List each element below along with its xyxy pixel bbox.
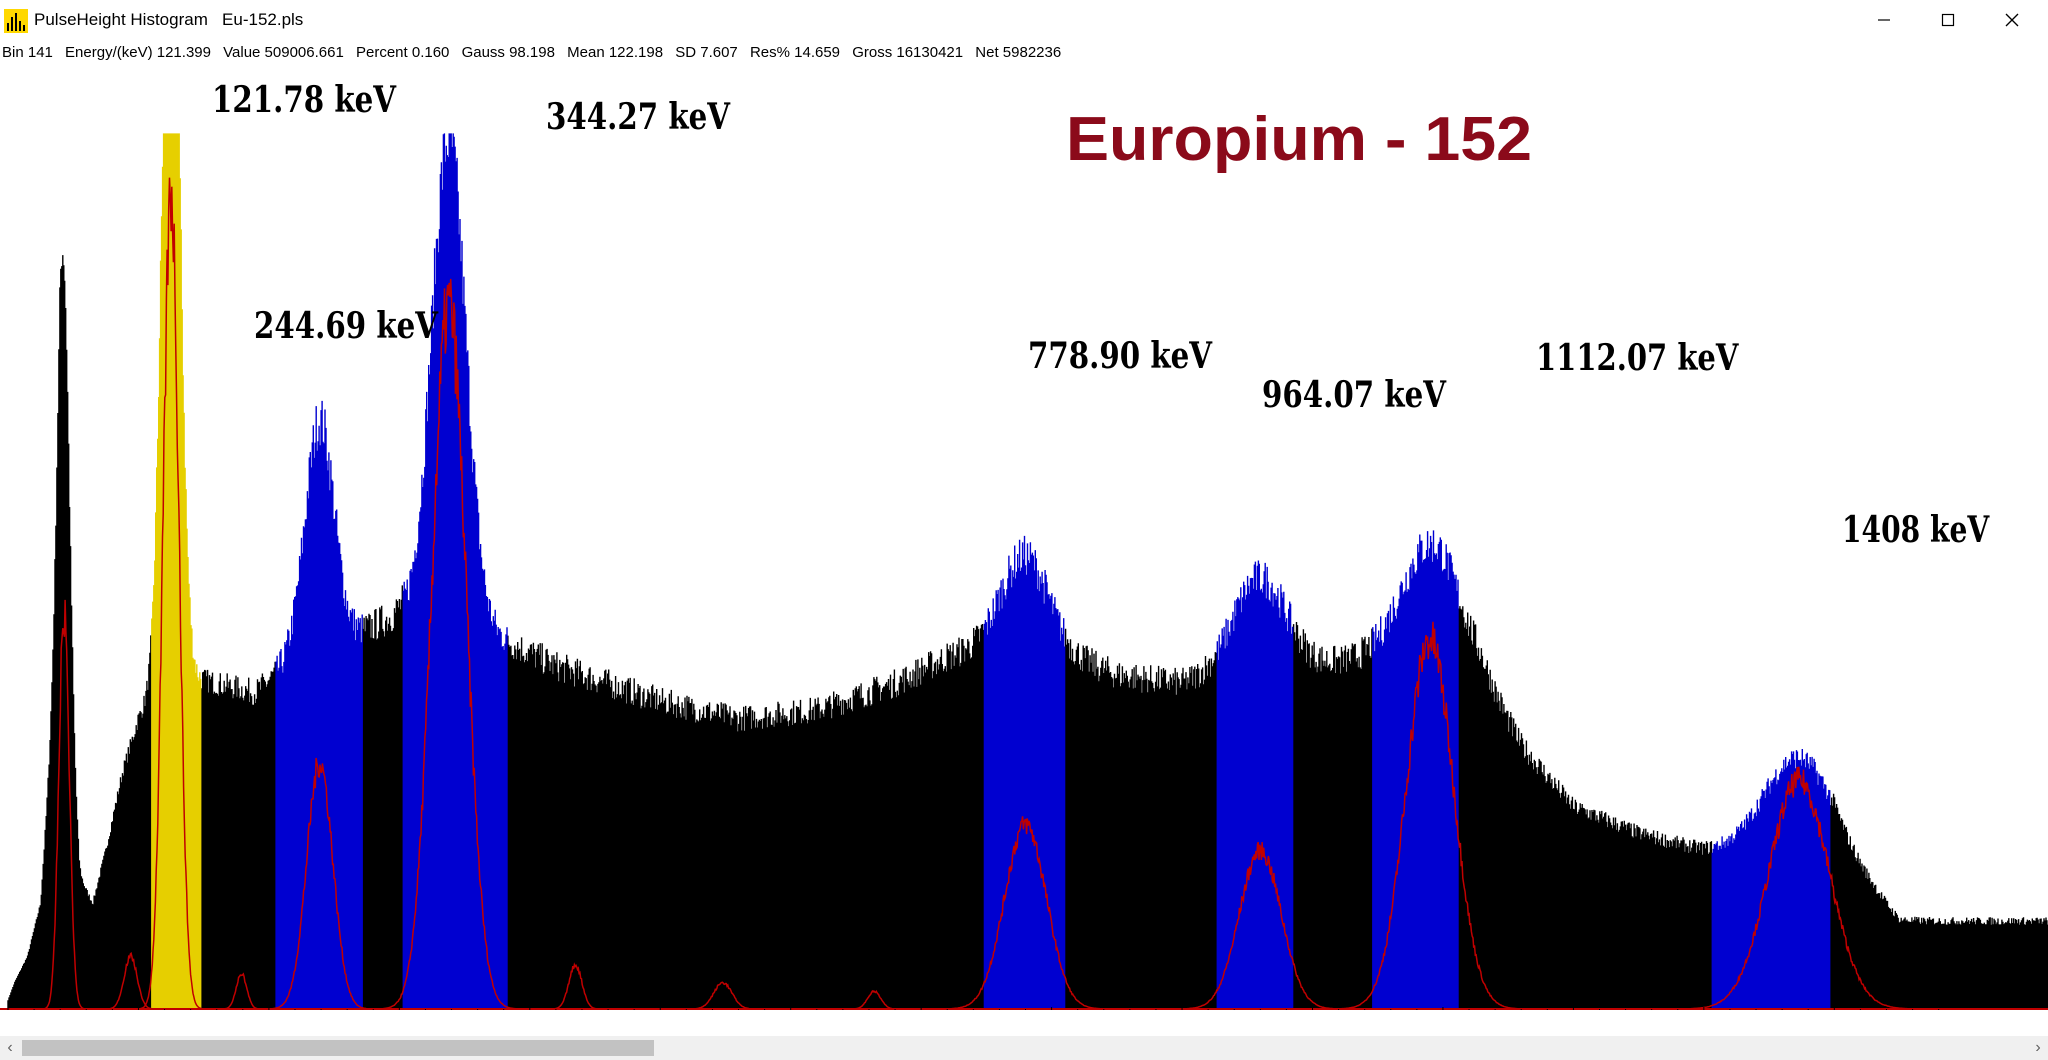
spectrum-plot[interactable]: 0100200300400500600700800900100011001200… bbox=[0, 64, 2048, 1010]
scroll-right-arrow-icon[interactable]: › bbox=[2035, 1039, 2041, 1056]
gauss-readout: Gauss 98.198 bbox=[461, 44, 555, 61]
gross-readout: Gross 16130421 bbox=[852, 44, 964, 61]
peak-label: 778.90 keV bbox=[1028, 335, 1213, 377]
peak-label: 344.27 keV bbox=[546, 96, 731, 138]
app-name: PulseHeight Histogram bbox=[34, 10, 208, 29]
peak-label: 1408 keV bbox=[1842, 509, 1990, 551]
fit-curve bbox=[1176, 841, 1344, 1010]
sd-readout: SD 7.607 bbox=[675, 44, 738, 61]
fit-curve bbox=[267, 757, 372, 1010]
fit-curve bbox=[1336, 621, 1524, 1010]
peak-label: 121.78 keV bbox=[212, 79, 397, 121]
peak-label: 1112.07 keV bbox=[1536, 337, 1739, 379]
fit-curve bbox=[104, 951, 157, 1010]
fit-curve bbox=[381, 278, 517, 1010]
fit-curve bbox=[549, 962, 601, 1010]
fit-curve bbox=[139, 177, 203, 1010]
maximize-icon bbox=[1941, 13, 1955, 27]
window-titlebar[interactable]: PulseHeight Histogram Eu-152.pls bbox=[0, 0, 2048, 42]
window-title: PulseHeight Histogram Eu-152.pls bbox=[34, 10, 303, 30]
histogram-app-icon bbox=[4, 9, 28, 33]
cursor-info-bar: Bin 141 Energy/(keV) 121.399 Value 50900… bbox=[0, 42, 2048, 64]
fit-curve bbox=[942, 816, 1109, 1010]
scroll-thumb[interactable] bbox=[22, 1040, 654, 1056]
scroll-left-arrow-icon[interactable]: ‹ bbox=[7, 1039, 13, 1056]
mean-readout: Mean 122.198 bbox=[567, 44, 664, 61]
maximize-button[interactable] bbox=[1916, 0, 1980, 40]
close-button[interactable] bbox=[1980, 0, 2044, 40]
minimize-button[interactable] bbox=[1852, 0, 1916, 40]
energy-readout: Energy/(keV) 121.399 bbox=[65, 44, 211, 61]
horizontal-scrollbar[interactable]: ‹ › bbox=[0, 1036, 2048, 1060]
close-icon bbox=[2005, 13, 2019, 27]
value-readout: Value 509006.661 bbox=[223, 44, 344, 61]
chart-title: Europium - 152 bbox=[1066, 105, 1532, 174]
selected-roi-region bbox=[151, 133, 202, 1009]
spectrum-counts bbox=[7, 255, 2048, 1009]
minimize-icon bbox=[1878, 19, 1890, 21]
bin-readout: Bin 141 bbox=[2, 44, 53, 61]
resolution-readout: Res% 14.659 bbox=[749, 44, 841, 61]
peak-label: 244.69 keV bbox=[254, 305, 439, 347]
fit-curve bbox=[1679, 766, 1919, 1010]
spectrum-chart[interactable]: 0100200300400500600700800900100011001200… bbox=[0, 64, 2048, 1010]
percent-readout: Percent 0.160 bbox=[355, 44, 450, 61]
fit-curve bbox=[43, 599, 85, 1010]
peak-label: 964.07 keV bbox=[1262, 374, 1447, 416]
net-readout: Net 5982236 bbox=[975, 44, 1062, 61]
file-name: Eu-152.pls bbox=[222, 10, 304, 29]
